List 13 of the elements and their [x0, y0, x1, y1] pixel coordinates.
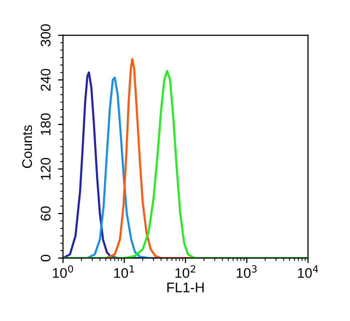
- y-tick-label: 180: [40, 113, 51, 135]
- x-tick-label: 10$^{4}$: [298, 265, 318, 278]
- y-tick-label: 300: [40, 24, 51, 46]
- x-tick-label: 10$^{0}$: [52, 265, 74, 278]
- y-tick-label: 240: [40, 68, 51, 91]
- x-tick-label: 10$^{3}$: [236, 265, 257, 278]
- x-axis-title: FL1-H: [167, 282, 204, 292]
- x-tick-label: 10$^{2}$: [175, 265, 196, 278]
- y-tick-label: 120: [40, 158, 51, 180]
- x-tick-label: 10$^{1}$: [114, 265, 134, 278]
- y-axis-title: Counts: [22, 125, 32, 168]
- y-tick-label: 0: [40, 254, 51, 262]
- y-tick-label: 60: [40, 206, 51, 221]
